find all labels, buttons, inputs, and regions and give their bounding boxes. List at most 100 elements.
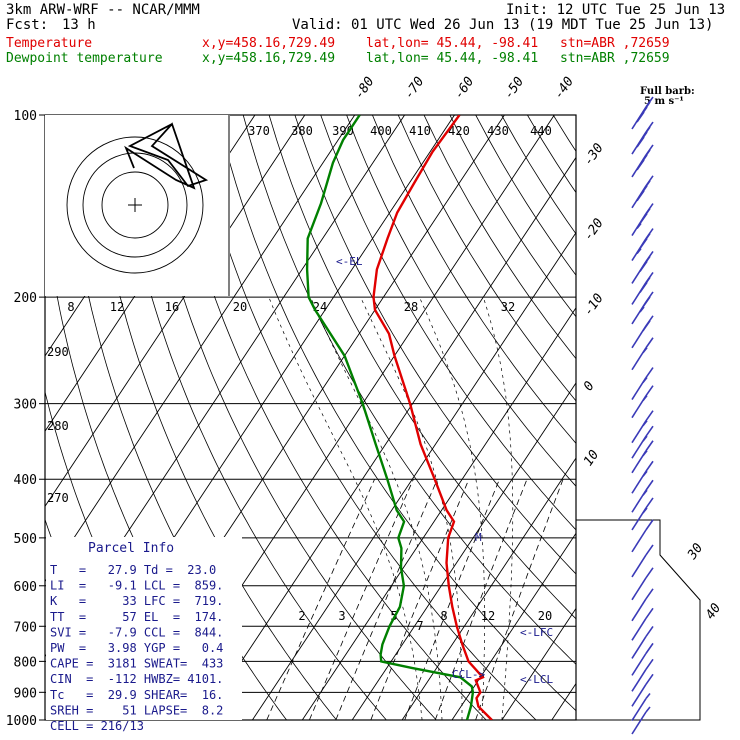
legend-dewpoint-loc: x,y=458.16,729.49 [202,51,336,66]
wind-barb [631,519,654,553]
wind-barb-flag [636,190,645,202]
wind-barb-flag [645,642,654,654]
wind-barb [631,497,654,531]
dry-adiabat-line [191,115,537,720]
level-marker: <-LFC [520,626,553,639]
theta-label: 380 [291,124,313,138]
hodograph [45,115,230,296]
wind-barb-staff [631,698,647,721]
isotherm-right-label: -10 [581,291,607,319]
wind-barb [631,673,654,707]
header-valid: Valid: 01 UTC Wed 26 Jun 13 (19 MDT Tue … [292,17,714,33]
wind-barb [631,144,654,178]
mixing-ratio-label: 7 [416,619,423,633]
isotherm-right-label: -20 [581,216,607,244]
isotherm-line [351,382,576,720]
moist-adiabat-line [482,296,514,720]
isotherm-line [252,231,576,720]
parcel-info-box: Parcel Info T = 27.9 Td = 23.0 LI = -9.1 L… [46,537,242,733]
hodograph-speed-label: 8 [67,300,74,314]
parcel-info-row: TT = 57 EL = 174. [50,610,223,624]
wind-barb-half [636,248,642,255]
barb-panel-outline [575,116,701,721]
wind-barb [631,250,654,284]
dry-adiabat-line [372,115,576,444]
isotherm-top-label: -60 [452,74,478,102]
parcel-info-title: Parcel Info [88,541,174,556]
isotherm-line [501,607,576,720]
wind-barb-staff [631,617,647,641]
wind-barb-half [642,470,648,477]
wind-barb [631,291,654,325]
isotherm-right-label: -30 [581,141,607,169]
pressure-tick-label: 100 [14,109,37,124]
wind-barb [631,588,654,622]
parcel-info-row: SVI = -7.9 CCL = 844. [50,625,223,639]
legend-dewpoint-stn: stn=ABR ,72659 [560,51,670,66]
wind-barb-flag [639,260,648,272]
level-marker: <-EL [336,255,363,268]
dry-adiabat-line [268,115,576,620]
wind-barb [631,96,654,130]
theta-label: 370 [248,124,270,138]
dry-adiabat-line [294,115,576,575]
legend-temperature-loc: x,y=458.16,729.49 [202,36,336,51]
wind-barb-flag [645,673,654,685]
mixing-ratio-label: 3 [338,609,345,623]
theta-label: 430 [487,124,509,138]
parcel-info-row: CIN = -112 HWBZ= 4101. [50,672,223,686]
wind-barb-half [642,450,648,457]
isotherm-line [301,306,576,720]
header-fcst-label: Fcst: [6,17,49,33]
barb-scale-label: 30 [684,541,706,563]
wind-barb-half [636,223,642,230]
wind-barb [631,658,654,692]
wind-barb-half [642,395,648,402]
wind-barb-half [642,435,648,442]
header-init: Init: 12 UTC Tue 25 Jun 13 [506,2,726,18]
wind-barb-flag [636,111,645,123]
parcel-info-background [46,537,242,720]
mixing-ratio-label: 2 [298,609,305,623]
dry-adiabat-line [139,115,437,720]
wind-barb-flag [642,296,651,308]
wind-barb-flag [645,519,654,531]
wind-barb-flag [639,238,648,250]
hodograph-speed-label: 32 [501,300,515,314]
barb-scale-label: 40 [703,601,724,623]
wind-barb [631,337,654,371]
header-model: 3km ARW-WRF -- NCAR/MMM [6,2,200,18]
header-fcst-value: 13 h [62,17,96,33]
dry-adiabat-line [113,115,387,720]
pressure-tick-label: 700 [14,620,37,635]
wind-barb [631,460,654,494]
wind-barb-flag [645,497,654,509]
theta-label: 400 [370,124,392,138]
hodograph-speed-label: 28 [404,300,418,314]
theta-e-label: 280 [47,419,69,433]
wind-barb-flag [645,460,654,472]
legend-temperature-latlon: lat,lon= 45.44, -98.41 [366,36,539,51]
wind-barb-staff [631,652,647,676]
wind-barb [631,425,654,459]
wind-barb-staff [631,554,647,578]
wind-barb-flag [645,337,654,349]
wind-barb [631,228,654,262]
temperature-profile-line [372,115,493,720]
isotherm-top-label: -70 [402,74,428,102]
parcel-info-row: CAPE = 3181 SWEAT= 433 [50,657,223,671]
legend-dewpoint-name: Dewpoint temperature [6,51,163,66]
legend-temperature-stn: stn=ABR ,72659 [560,36,670,51]
wind-barb-flag [636,159,645,171]
isotherm-line [45,115,306,508]
wind-barb [631,479,654,513]
isotherm-top-label: -50 [501,74,527,102]
wind-barb [631,272,654,305]
theta-e-label: 270 [47,491,69,505]
wind-barb-half [642,420,648,427]
wind-barb-flag [645,385,654,397]
wind-barb-flag [639,282,648,293]
legend-temperature-name: Temperature [6,36,93,51]
theta-label: 410 [409,124,431,138]
